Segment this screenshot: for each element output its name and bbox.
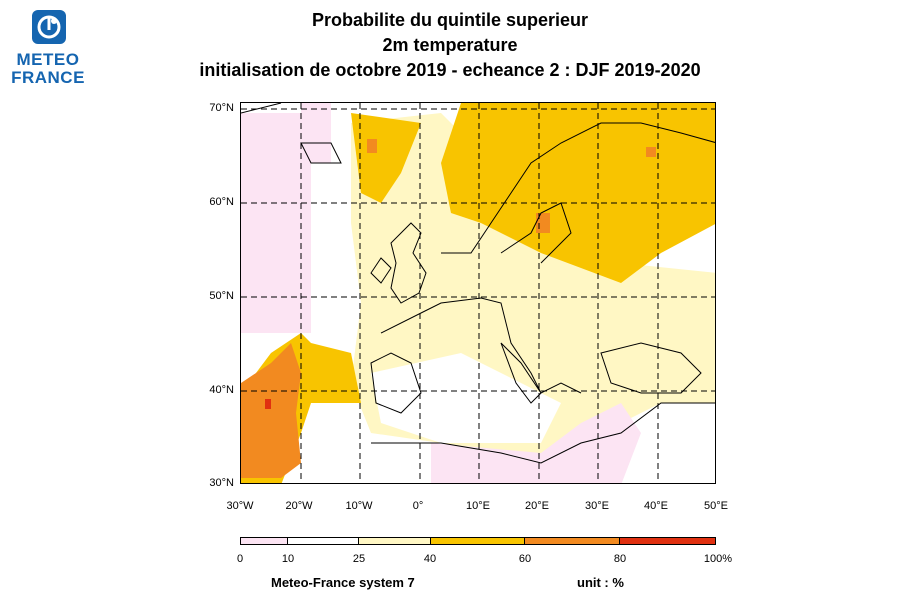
meteo-france-logo: METEO FRANCE (8, 8, 88, 92)
legend-label-60: 60 (518, 553, 532, 565)
lon-label-50e: 50°E (704, 500, 728, 512)
graticule (241, 103, 715, 483)
lon-label-30w: 30°W (226, 500, 254, 512)
legend-label-0: 0 (236, 553, 244, 565)
lon-label-30e: 30°E (585, 500, 609, 512)
legend-label-10: 10 (281, 553, 295, 565)
probability-map (240, 102, 716, 484)
model-caption: Meteo-France system 7 (271, 575, 415, 590)
unit-caption: unit : % (577, 575, 624, 590)
lon-label-20w: 20°W (285, 500, 313, 512)
logo-text-line1: METEO (16, 50, 80, 69)
lat-label-40n: 40°N (209, 384, 234, 396)
legend-bin-25-40 (359, 538, 431, 544)
lon-label-0: 0° (412, 500, 424, 512)
meteo-france-logo-icon (32, 10, 66, 44)
title-line3: initialisation de octobre 2019 - echeanc… (199, 60, 701, 80)
legend-label-80: 80 (613, 553, 627, 565)
lat-label-60n: 60°N (209, 196, 234, 208)
legend-bin-80-100 (620, 538, 715, 544)
legend-colorbar (240, 537, 716, 545)
legend-bin-0-10 (241, 538, 289, 544)
map-canvas (241, 103, 715, 483)
lon-label-40e: 40°E (644, 500, 668, 512)
lon-label-10e: 10°E (466, 500, 490, 512)
lon-label-10w: 10°W (345, 500, 373, 512)
lat-label-70n: 70°N (209, 102, 234, 114)
lat-label-30n: 30°N (209, 477, 234, 489)
title-line2: 2m temperature (382, 35, 518, 55)
lat-label-50n: 50°N (209, 290, 234, 302)
lon-label-20e: 20°E (525, 500, 549, 512)
legend-bin-40-60 (430, 538, 526, 544)
title-line1: Probabilite du quintile superieur (311, 10, 589, 30)
legend-bin-60-80 (525, 538, 621, 544)
legend-label-40: 40 (423, 553, 437, 565)
coastlines (241, 103, 715, 464)
logo-text-line2: FRANCE (11, 68, 85, 87)
legend-label-25: 25 (352, 553, 366, 565)
legend-label-100: 100% (703, 553, 733, 565)
legend-bin-10-25 (288, 538, 360, 544)
